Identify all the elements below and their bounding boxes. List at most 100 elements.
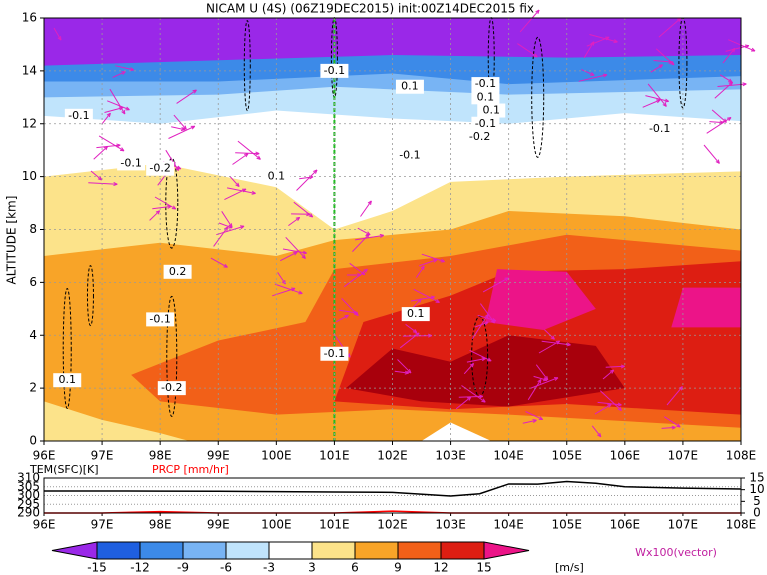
colorbar-label: -15 <box>87 561 107 575</box>
wind-vector <box>709 121 724 124</box>
wind-arrowhead <box>533 53 538 58</box>
wind-vector <box>525 411 543 420</box>
wind-vector <box>535 364 549 381</box>
x-tick-label: 105E <box>552 449 583 463</box>
x-tick-label: 99E <box>207 449 230 463</box>
colorbar-label: 3 <box>308 561 316 575</box>
wind-arrowhead <box>538 416 544 421</box>
wind-arrowhead <box>301 254 306 259</box>
wind-vector <box>591 425 602 438</box>
y-tick-label: 0 <box>29 434 37 448</box>
chart-title: NICAM U (4S) (06Z19DEC2015) init:00Z14DE… <box>206 2 534 16</box>
wind-arrowhead <box>617 402 622 407</box>
contour-fill <box>44 401 190 441</box>
colorbar-high <box>483 541 530 560</box>
y-tick-label: 310 <box>17 471 40 485</box>
wind-vector <box>282 248 307 254</box>
wind-arrowhead <box>106 112 111 118</box>
wind-vector <box>586 36 610 47</box>
wind-arrowhead <box>121 71 126 75</box>
wind-vector <box>482 277 509 293</box>
wind-arrowhead <box>537 379 542 384</box>
contour-label: -0.1 <box>399 148 420 161</box>
wind-arrowhead <box>555 340 561 345</box>
x-tick-label: 101E <box>319 518 350 532</box>
legend-label: TEM(SFC)[K] <box>29 463 99 476</box>
wind-arrowhead <box>440 258 445 263</box>
wind-vector <box>405 323 418 334</box>
contour-label: -0.2 <box>161 381 182 394</box>
wind-vector <box>280 251 298 262</box>
x-tick-label: 98E <box>149 449 172 463</box>
wind-vector <box>589 34 618 43</box>
label-box <box>320 346 349 361</box>
y-axis-label: ALTITUDE [km] <box>5 196 19 285</box>
wind-arrowhead <box>420 265 425 271</box>
contour-label: -0.2 <box>149 162 170 175</box>
x-tick-label: 103E <box>435 518 466 532</box>
wind-arrowhead <box>469 362 475 368</box>
contour-line <box>166 295 178 417</box>
x-tick-label: 108E <box>726 449 757 463</box>
x-tick-label: 107E <box>668 518 699 532</box>
contour-label: 0.1 <box>401 80 419 93</box>
wind-arrowhead <box>290 287 296 292</box>
colorbar-box <box>440 541 485 560</box>
contour-label: -0.1 <box>120 156 141 169</box>
wind-vector <box>530 377 559 389</box>
wind-vector <box>288 216 301 227</box>
wind-arrowhead <box>121 109 126 115</box>
wind-vector <box>109 88 126 115</box>
wind-vector <box>413 288 440 303</box>
wind-vector <box>597 401 622 406</box>
wind-vector <box>152 205 172 210</box>
wind-arrowhead <box>190 125 196 130</box>
wind-arrowhead <box>97 176 103 181</box>
wind-arrowhead <box>481 398 486 403</box>
wind-arrowhead <box>664 98 669 103</box>
wind-arrowhead <box>731 47 736 53</box>
wind-arrowhead <box>417 298 422 303</box>
wind-vector <box>517 43 538 58</box>
wind-vector <box>717 83 747 87</box>
wind-arrowhead <box>597 432 602 438</box>
wind-vector <box>352 233 370 252</box>
contour-label: -0.1 <box>475 117 496 130</box>
colorbar-label: -6 <box>220 561 232 575</box>
x-tick-label: 96E <box>33 449 56 463</box>
wind-arrowhead <box>180 127 186 131</box>
contour-label: 0.1 <box>268 170 286 183</box>
axes: 0 2 4 6 8 10 12 14 16 96E 97E 98E 99E 100E 101E 102E 103… <box>22 11 757 463</box>
wind-vector <box>107 100 130 111</box>
wind-arrowhead <box>658 64 664 69</box>
wind-vector <box>519 9 540 33</box>
wind-arrowhead <box>404 370 409 375</box>
colorbar-label: 6 <box>351 561 359 575</box>
wind-vector <box>112 71 126 78</box>
contour-label: -0.2 <box>469 130 490 143</box>
wind-vector <box>415 265 425 278</box>
wind-arrowhead <box>363 268 368 273</box>
wind-arrowhead <box>367 200 372 205</box>
contour-label: 0.1 <box>482 104 500 117</box>
wind-arrowhead <box>240 225 245 230</box>
contour-label: -0.1 <box>149 312 170 325</box>
wind-vector <box>650 64 663 73</box>
label-box <box>117 156 146 171</box>
wind-arrowhead <box>223 263 228 268</box>
wind-arrowhead <box>244 153 249 158</box>
x-tick-label: 105E <box>552 518 583 532</box>
wind-arrowhead <box>415 332 420 337</box>
wind-vector <box>463 363 474 375</box>
x-tick-label: 101E <box>319 449 350 463</box>
wind-vector <box>168 125 195 139</box>
wind-arrowhead <box>407 369 412 374</box>
wind-vector <box>216 225 245 236</box>
wind-vector <box>210 257 228 268</box>
label-box <box>401 307 430 322</box>
wind-arrowhead <box>671 425 676 430</box>
wind-vector <box>466 357 486 363</box>
wind-vector <box>719 74 733 83</box>
wind-vector <box>421 253 445 263</box>
wind-arrowhead <box>435 299 440 303</box>
